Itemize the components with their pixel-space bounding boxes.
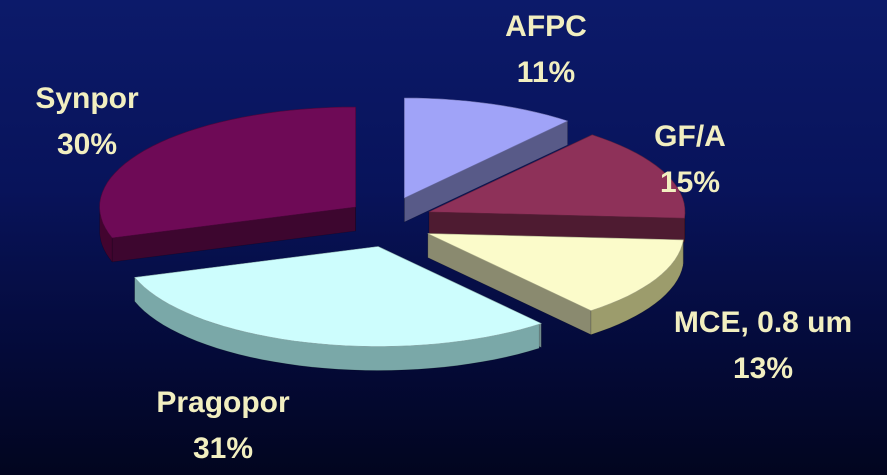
label-synpor-name: Synpor [35, 82, 139, 115]
label-synpor: Synpor 30% [35, 76, 138, 168]
label-afpc-value: 11% [516, 56, 576, 89]
label-mce-value: 13% [732, 352, 794, 385]
label-afpc-name: AFPC [505, 10, 587, 43]
slice-pragopor [134, 246, 542, 347]
label-mce: MCE, 0.8 um 13% [674, 300, 852, 392]
label-pragopor: Pragopor 31% [156, 380, 289, 472]
label-gfa: GF/A 15% [654, 114, 726, 206]
label-gfa-value: 15% [659, 166, 721, 199]
slice-gfa [428, 134, 686, 219]
label-gfa-name: GF/A [654, 120, 726, 153]
label-mce-name: MCE, 0.8 um [673, 306, 853, 339]
slice-afpc [404, 97, 568, 199]
slice-synpor [99, 106, 356, 239]
label-pragopor-value: 31% [192, 432, 254, 465]
label-afpc: AFPC 11% [505, 4, 587, 96]
label-pragopor-name: Pragopor [156, 386, 290, 419]
label-synpor-value: 30% [56, 128, 118, 161]
slice-mce [427, 233, 684, 311]
